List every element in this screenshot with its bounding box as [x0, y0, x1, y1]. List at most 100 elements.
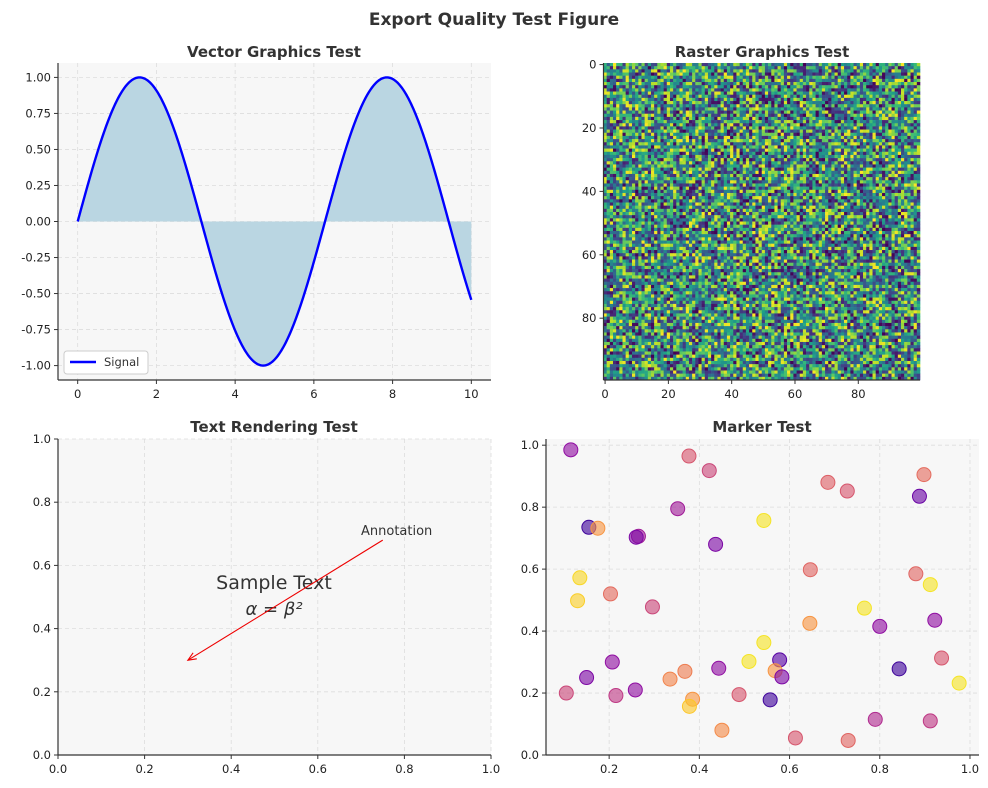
heatmap-cell: [679, 145, 683, 149]
heatmap-cell: [828, 186, 832, 191]
heatmap-cell: [818, 123, 823, 127]
heatmap-cell: [856, 120, 861, 124]
heatmap-cell: [821, 145, 826, 149]
heatmap-cell: [802, 66, 807, 70]
heatmap-cell: [866, 123, 870, 127]
heatmap-cell: [638, 66, 642, 70]
heatmap-cell: [736, 97, 740, 102]
heatmap-cell: [840, 94, 845, 99]
heatmap-cell: [882, 164, 886, 168]
heatmap-cell: [796, 88, 801, 92]
heatmap-cell: [840, 85, 845, 89]
heatmap-cell: [707, 180, 712, 184]
heatmap-cell: [726, 97, 731, 102]
heatmap-cell: [673, 161, 677, 165]
heatmap-cell: [749, 120, 753, 124]
heatmap-cell: [685, 177, 690, 181]
heatmap-cell: [657, 173, 661, 178]
heatmap-cell: [638, 94, 642, 99]
heatmap-cell: [834, 69, 839, 73]
heatmap-cell: [866, 72, 870, 76]
heatmap-cell: [723, 129, 728, 134]
heatmap-cell: [704, 192, 709, 197]
heatmap-cell: [758, 132, 763, 137]
heatmap-cell: [916, 154, 921, 159]
heatmap-cell: [774, 88, 778, 92]
heatmap-cell: [723, 183, 728, 187]
heatmap-cell: [828, 192, 832, 197]
heatmap-cell: [701, 85, 706, 89]
heatmap-cell: [866, 208, 870, 213]
heatmap-cell: [613, 113, 617, 118]
heatmap-cell: [910, 208, 914, 213]
heatmap-cell: [840, 192, 845, 197]
heatmap-cell: [641, 66, 645, 70]
heatmap-cell: [625, 215, 630, 219]
heatmap-cell: [749, 113, 753, 118]
heatmap-cell: [793, 142, 797, 146]
heatmap-cell: [809, 123, 813, 127]
heatmap-cell: [625, 78, 630, 83]
heatmap-cell: [771, 139, 775, 143]
heatmap-cell: [888, 63, 892, 67]
heatmap-cell: [714, 107, 718, 111]
heatmap-cell: [739, 110, 744, 115]
heatmap-cell: [679, 167, 683, 172]
heatmap-cell: [815, 164, 820, 168]
heatmap-cell: [802, 63, 807, 67]
heatmap-cell: [657, 63, 661, 67]
heatmap-cell: [603, 135, 607, 140]
heatmap-cell: [742, 132, 747, 137]
heatmap-cell: [647, 215, 652, 219]
heatmap-cell: [774, 63, 778, 67]
heatmap-cell: [631, 120, 636, 124]
heatmap-cell: [635, 205, 639, 210]
heatmap-cell: [897, 161, 902, 165]
heatmap-cell: [780, 120, 785, 124]
heatmap-cell: [793, 110, 797, 115]
heatmap-cell: [878, 189, 883, 194]
heatmap-cell: [625, 151, 630, 156]
heatmap-cell: [631, 170, 636, 175]
heatmap-cell: [730, 72, 734, 76]
heatmap-cell: [723, 113, 728, 118]
heatmap-cell: [869, 104, 873, 108]
heatmap-cell: [837, 154, 842, 159]
heatmap-cell: [850, 82, 854, 86]
heatmap-cell: [897, 75, 902, 80]
heatmap-cell: [863, 69, 867, 73]
heatmap-cell: [897, 135, 902, 140]
heatmap-cell: [692, 164, 696, 168]
heatmap-cell: [638, 180, 642, 184]
heatmap-cell: [818, 205, 823, 210]
heatmap-cell: [714, 202, 718, 206]
heatmap-cell: [682, 126, 687, 130]
heatmap-cell: [904, 161, 908, 165]
heatmap-cell: [695, 104, 699, 108]
heatmap-cell: [812, 107, 816, 111]
heatmap-cell: [755, 69, 759, 73]
heatmap-cell: [720, 72, 725, 76]
heatmap-cell: [609, 164, 614, 168]
heatmap-cell: [821, 120, 826, 124]
heatmap-cell: [809, 196, 813, 200]
heatmap-cell: [682, 82, 687, 86]
heatmap-cell: [796, 208, 801, 213]
heatmap-cell: [685, 164, 690, 168]
heatmap-cell: [847, 123, 851, 127]
heatmap-cell: [742, 91, 747, 95]
heatmap-cell: [872, 154, 876, 159]
heatmap-cell: [901, 202, 905, 206]
heatmap-cell: [628, 126, 633, 130]
heatmap-cell: [837, 167, 842, 172]
heatmap-cell: [907, 88, 911, 92]
heatmap-cell: [761, 129, 766, 134]
heatmap-cell: [698, 170, 702, 175]
heatmap-cell: [812, 161, 816, 165]
heatmap-cell: [717, 91, 721, 95]
heatmap-cell: [815, 205, 820, 210]
heatmap-cell: [752, 72, 756, 76]
heatmap-cell: [834, 94, 839, 99]
heatmap-cell: [828, 202, 832, 206]
heatmap-cell: [644, 186, 649, 191]
